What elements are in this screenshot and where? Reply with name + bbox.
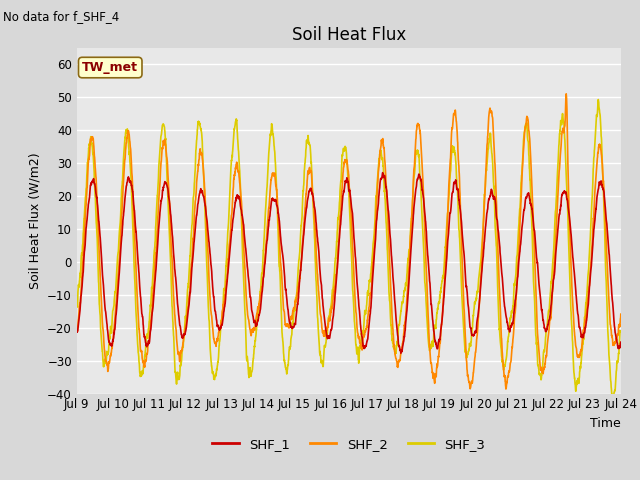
SHF_1 [73,329,81,335]
SHF_3 [522,122,529,128]
SHF_3 [452,168,460,174]
SHF_2 [73,324,81,330]
Line: SHF_2: SHF_2 [77,94,621,389]
SHF_1 [617,339,625,345]
SHF_3 [595,96,602,102]
SHF_3 [481,184,489,190]
SHF_2 [502,386,509,392]
SHF_2 [246,322,253,327]
SHF_2 [481,181,489,187]
SHF_3 [452,172,460,178]
Text: TW_met: TW_met [83,61,138,74]
SHF_3 [246,371,253,376]
SHF_1 [482,223,490,229]
SHF_1 [379,170,387,176]
SHF_1 [418,185,426,191]
SHF_2 [452,119,460,124]
SHF_2 [452,119,460,124]
SHF_1 [397,350,404,356]
SHF_2 [418,148,426,154]
Line: SHF_3: SHF_3 [77,99,621,400]
SHF_3 [617,329,625,335]
SHF_1 [453,186,461,192]
SHF_1 [522,194,530,200]
Legend: SHF_1, SHF_2, SHF_3: SHF_1, SHF_2, SHF_3 [207,432,491,456]
SHF_1 [452,185,460,191]
SHF_3 [73,300,81,305]
Line: SHF_1: SHF_1 [77,173,621,353]
SHF_3 [609,397,617,403]
Text: No data for f_SHF_4: No data for f_SHF_4 [3,10,120,23]
SHF_2 [522,123,529,129]
X-axis label: Time: Time [590,417,621,430]
SHF_3 [418,200,426,205]
SHF_2 [563,91,570,96]
SHF_2 [617,312,625,317]
Y-axis label: Soil Heat Flux (W/m2): Soil Heat Flux (W/m2) [29,153,42,289]
Title: Soil Heat Flux: Soil Heat Flux [292,25,406,44]
SHF_1 [246,284,253,289]
